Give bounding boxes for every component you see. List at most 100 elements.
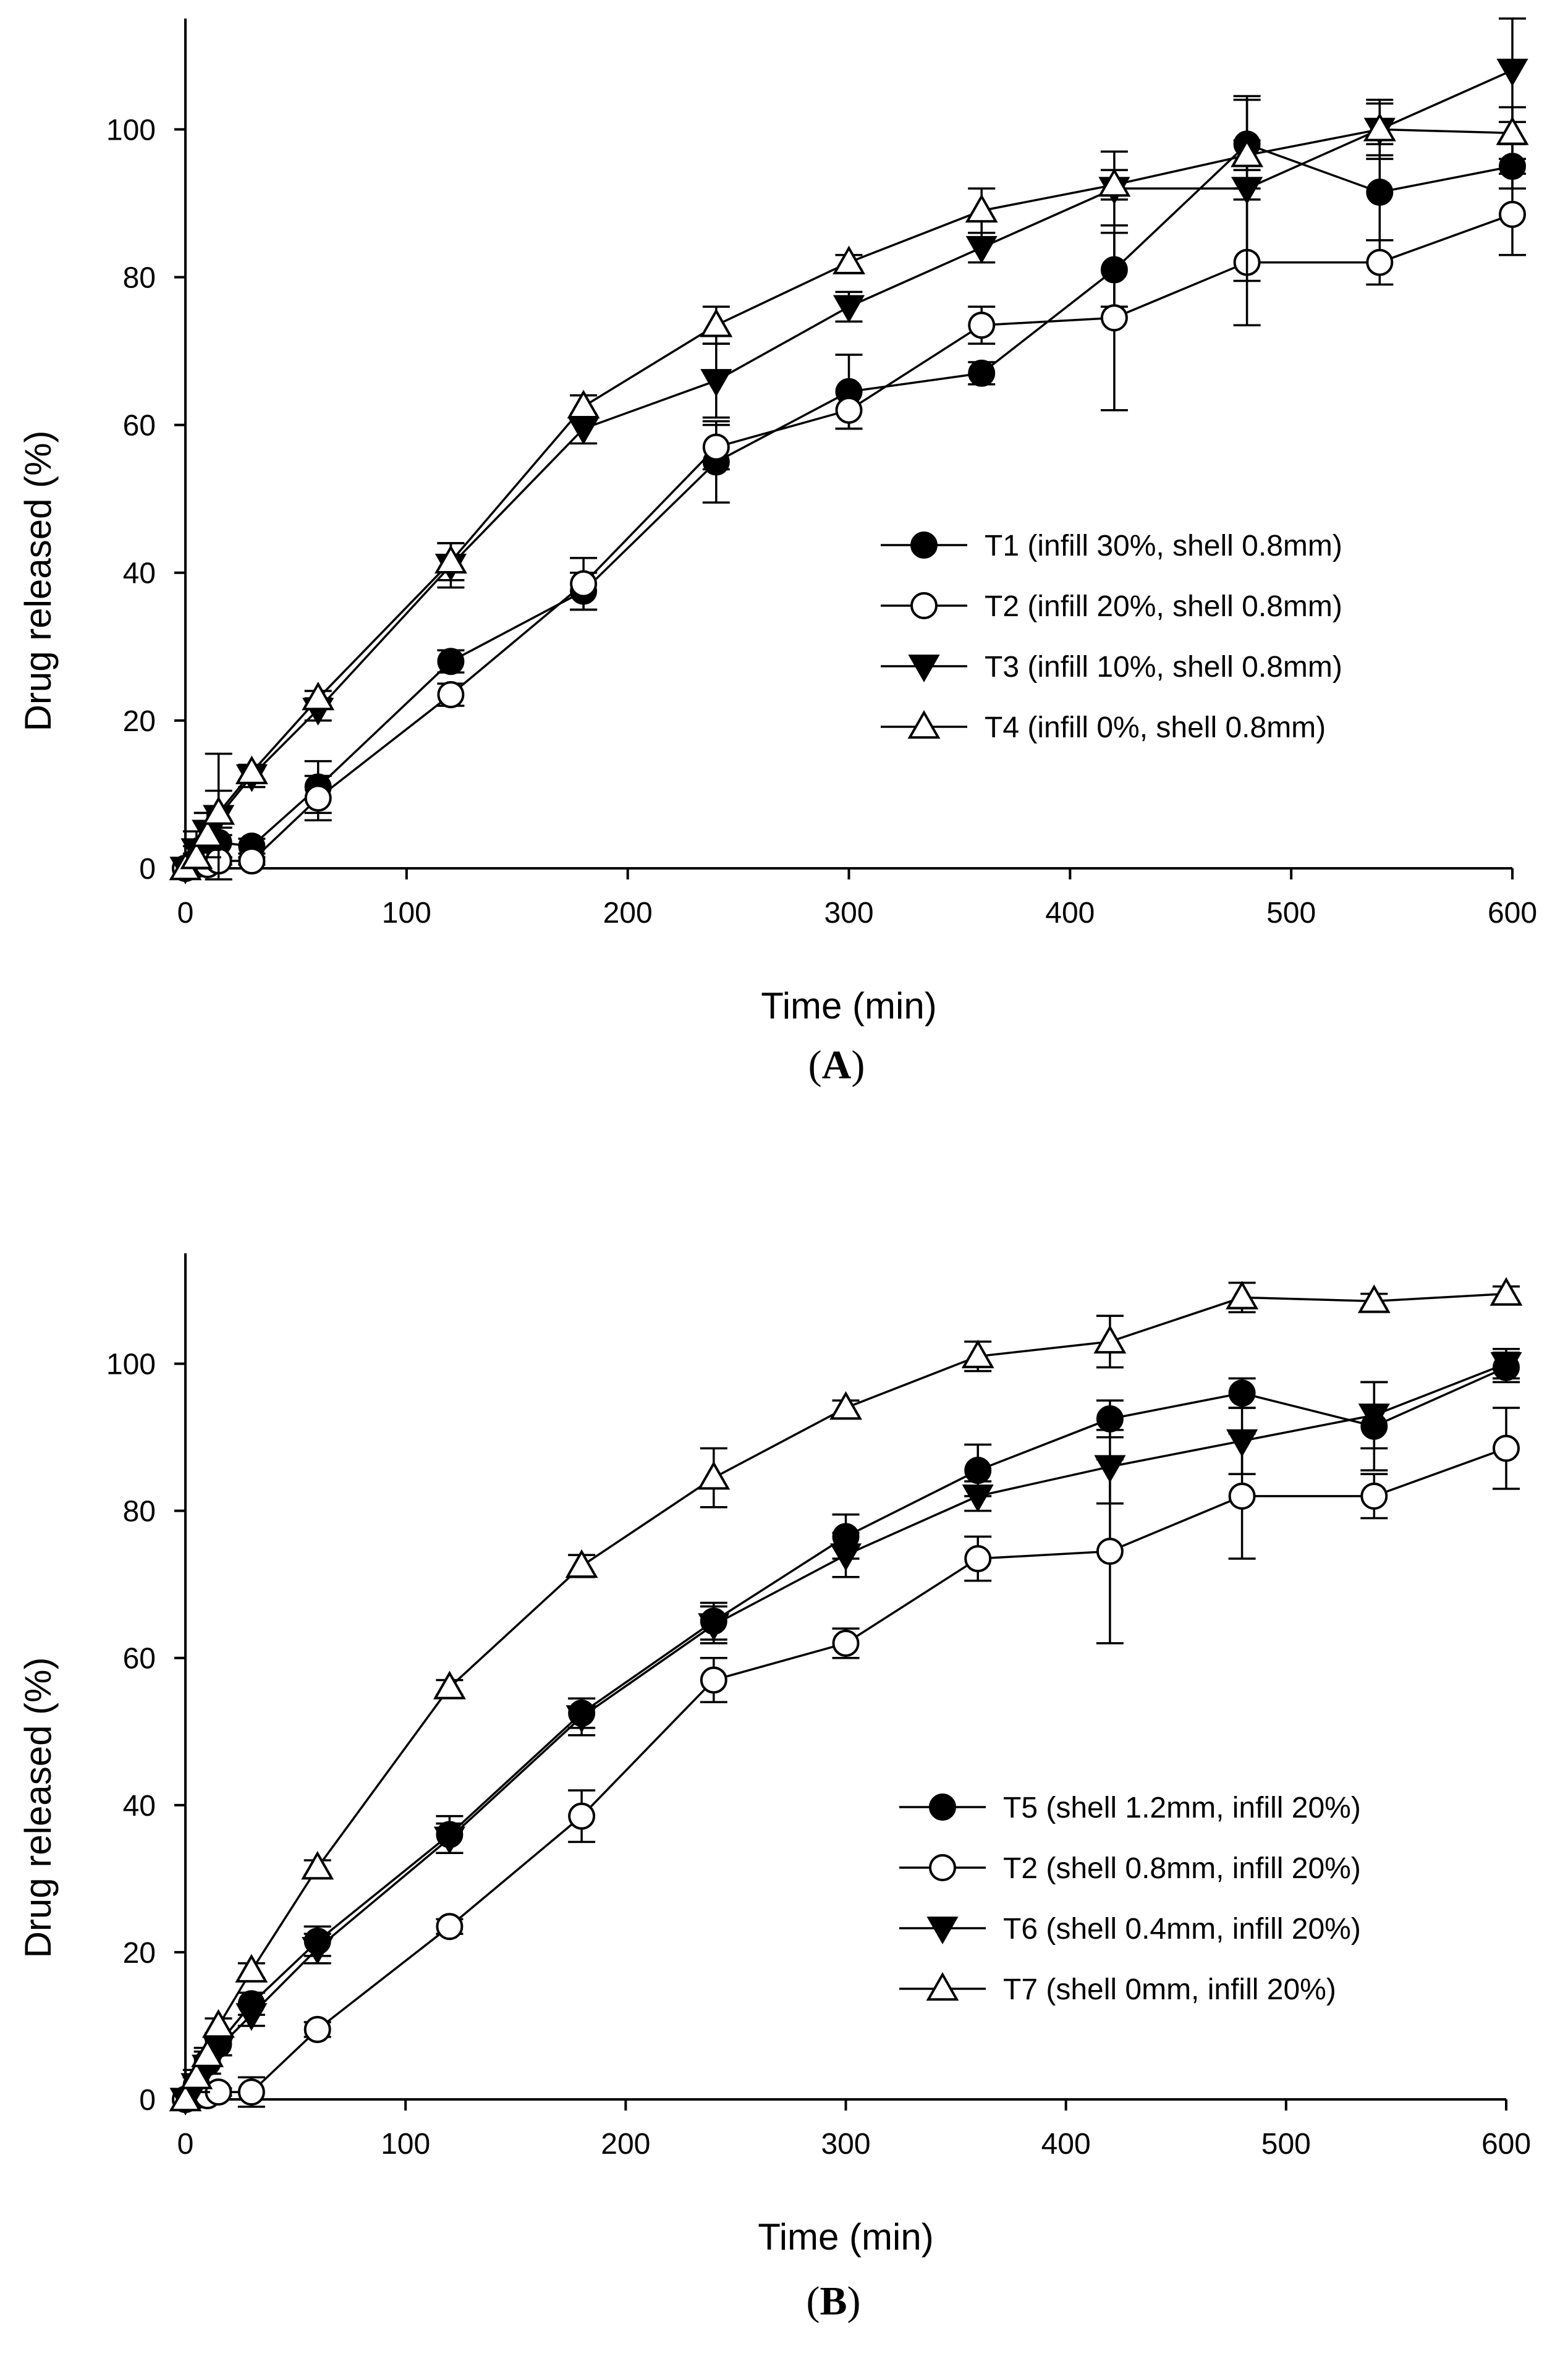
data-point — [1499, 200, 1526, 228]
y-tick-label: 40 — [123, 557, 156, 590]
data-point — [565, 1549, 598, 1578]
data-point — [566, 1705, 598, 1733]
y-tick-label: 20 — [123, 705, 156, 738]
x-tick-label: 200 — [603, 897, 653, 929]
y-tick-label: 80 — [123, 261, 156, 294]
data-point — [1094, 1455, 1126, 1483]
data-point — [169, 2082, 202, 2112]
data-point — [1496, 116, 1529, 145]
data-point — [700, 1666, 727, 1694]
y-tick-label: 80 — [123, 1496, 156, 1528]
chart-panel-a: 0 100 200 300 400 500 600 0 20 40 60 80 100 Time (min… — [17, 17, 1537, 1088]
data-point — [191, 2038, 224, 2067]
legend-label: T4 (infill 0%, shell 0.8mm) — [985, 711, 1326, 744]
x-tick-label: 200 — [601, 2128, 650, 2161]
data-point — [433, 1670, 466, 1700]
data-point — [962, 1484, 994, 1512]
x-tick-label: 300 — [821, 2128, 870, 2161]
data-point — [964, 1545, 992, 1573]
data-point — [1100, 304, 1128, 332]
data-point — [238, 847, 266, 875]
legend-marker — [929, 1793, 956, 1821]
legend: T5 (shell 1.2mm, infill 20%) T2 (shell 0.… — [899, 1792, 1361, 2006]
series-1 — [172, 98, 1526, 882]
data-point — [1366, 248, 1394, 276]
data-point — [700, 369, 732, 397]
data-point — [237, 2078, 265, 2106]
x-tick-label: 600 — [1481, 2128, 1531, 2161]
data-point — [568, 1802, 596, 1830]
y-tick-label: 60 — [123, 410, 156, 442]
y-tick-label: 100 — [106, 1349, 156, 1381]
legend-label: T1 (infill 30%, shell 0.8mm) — [985, 530, 1342, 562]
data-point — [434, 544, 467, 574]
data-point — [433, 1826, 465, 1855]
data-point — [437, 648, 465, 675]
data-point — [302, 681, 335, 711]
chart-panel-b: 0 100 200 300 400 500 600 0 20 40 60 80 100 Time (min… — [17, 1253, 1531, 2324]
data-point — [437, 681, 465, 709]
y-tick-label: 60 — [123, 1643, 156, 1675]
data-point — [697, 1461, 731, 1490]
data-point — [1358, 1404, 1390, 1431]
legend-label: T7 (shell 0mm, infill 20%) — [1003, 1973, 1336, 2006]
data-point — [1096, 1538, 1124, 1565]
x-tick-label: 400 — [1041, 2128, 1091, 2161]
y-axis-label: Drug released (%) — [17, 1658, 59, 1958]
y-tick-label: 0 — [139, 2084, 156, 2117]
data-point — [302, 1937, 334, 1965]
x-axis-label: Time (min) — [758, 2216, 933, 2258]
legend-marker — [910, 592, 938, 619]
data-point — [1493, 1434, 1520, 1462]
data-point — [961, 1339, 994, 1368]
data-point — [1366, 178, 1394, 206]
data-point — [1490, 1352, 1522, 1380]
series-2 — [172, 172, 1526, 882]
data-point — [1231, 138, 1264, 167]
legend-marker — [926, 1916, 959, 1945]
legend-marker — [907, 709, 941, 739]
data-point — [1496, 58, 1528, 87]
data-point — [1357, 1284, 1391, 1313]
data-point — [829, 1543, 862, 1572]
data-point — [567, 389, 600, 418]
data-point — [303, 2015, 331, 2043]
x-axis-label: Time (min) — [761, 985, 936, 1027]
x-tick-label: 100 — [382, 897, 431, 929]
data-point — [1228, 1379, 1256, 1407]
x-tick-label: 600 — [1488, 897, 1537, 929]
data-point — [829, 1391, 862, 1420]
data-point — [1226, 1429, 1258, 1457]
legend-label: T5 (shell 1.2mm, infill 20%) — [1003, 1792, 1361, 1824]
legend-marker — [929, 1854, 956, 1881]
data-point — [235, 755, 268, 784]
data-point — [570, 570, 598, 598]
data-point — [1098, 167, 1131, 197]
x-tick-label: 300 — [824, 897, 873, 929]
data-point — [833, 245, 865, 274]
legend-label: T2 (shell 0.8mm, infill 20%) — [1003, 1852, 1361, 1885]
series-line — [184, 69, 1513, 869]
data-point — [180, 2060, 213, 2090]
legend-label: T3 (infill 10%, shell 0.8mm) — [985, 651, 1342, 684]
data-point — [1096, 1405, 1124, 1433]
data-point — [1363, 112, 1396, 142]
data-point — [180, 841, 213, 870]
legend: T1 (infill 30%, shell 0.8mm) T2 (infill 2… — [881, 530, 1342, 744]
x-tick-label: 100 — [381, 2128, 430, 2161]
data-point — [702, 433, 730, 461]
y-tick-label: 100 — [106, 114, 156, 146]
data-point — [202, 796, 235, 825]
data-point — [1231, 177, 1263, 205]
data-point — [235, 1954, 268, 1983]
data-point — [1093, 1324, 1127, 1354]
data-point — [301, 1850, 334, 1880]
x-tick-label: 0 — [177, 897, 194, 929]
data-point — [235, 2003, 268, 2031]
panel-label: (A) — [808, 1043, 865, 1088]
data-point — [698, 1613, 730, 1641]
x-tick-label: 500 — [1266, 897, 1316, 929]
series-line — [184, 128, 1513, 870]
data-point — [436, 1913, 464, 1941]
